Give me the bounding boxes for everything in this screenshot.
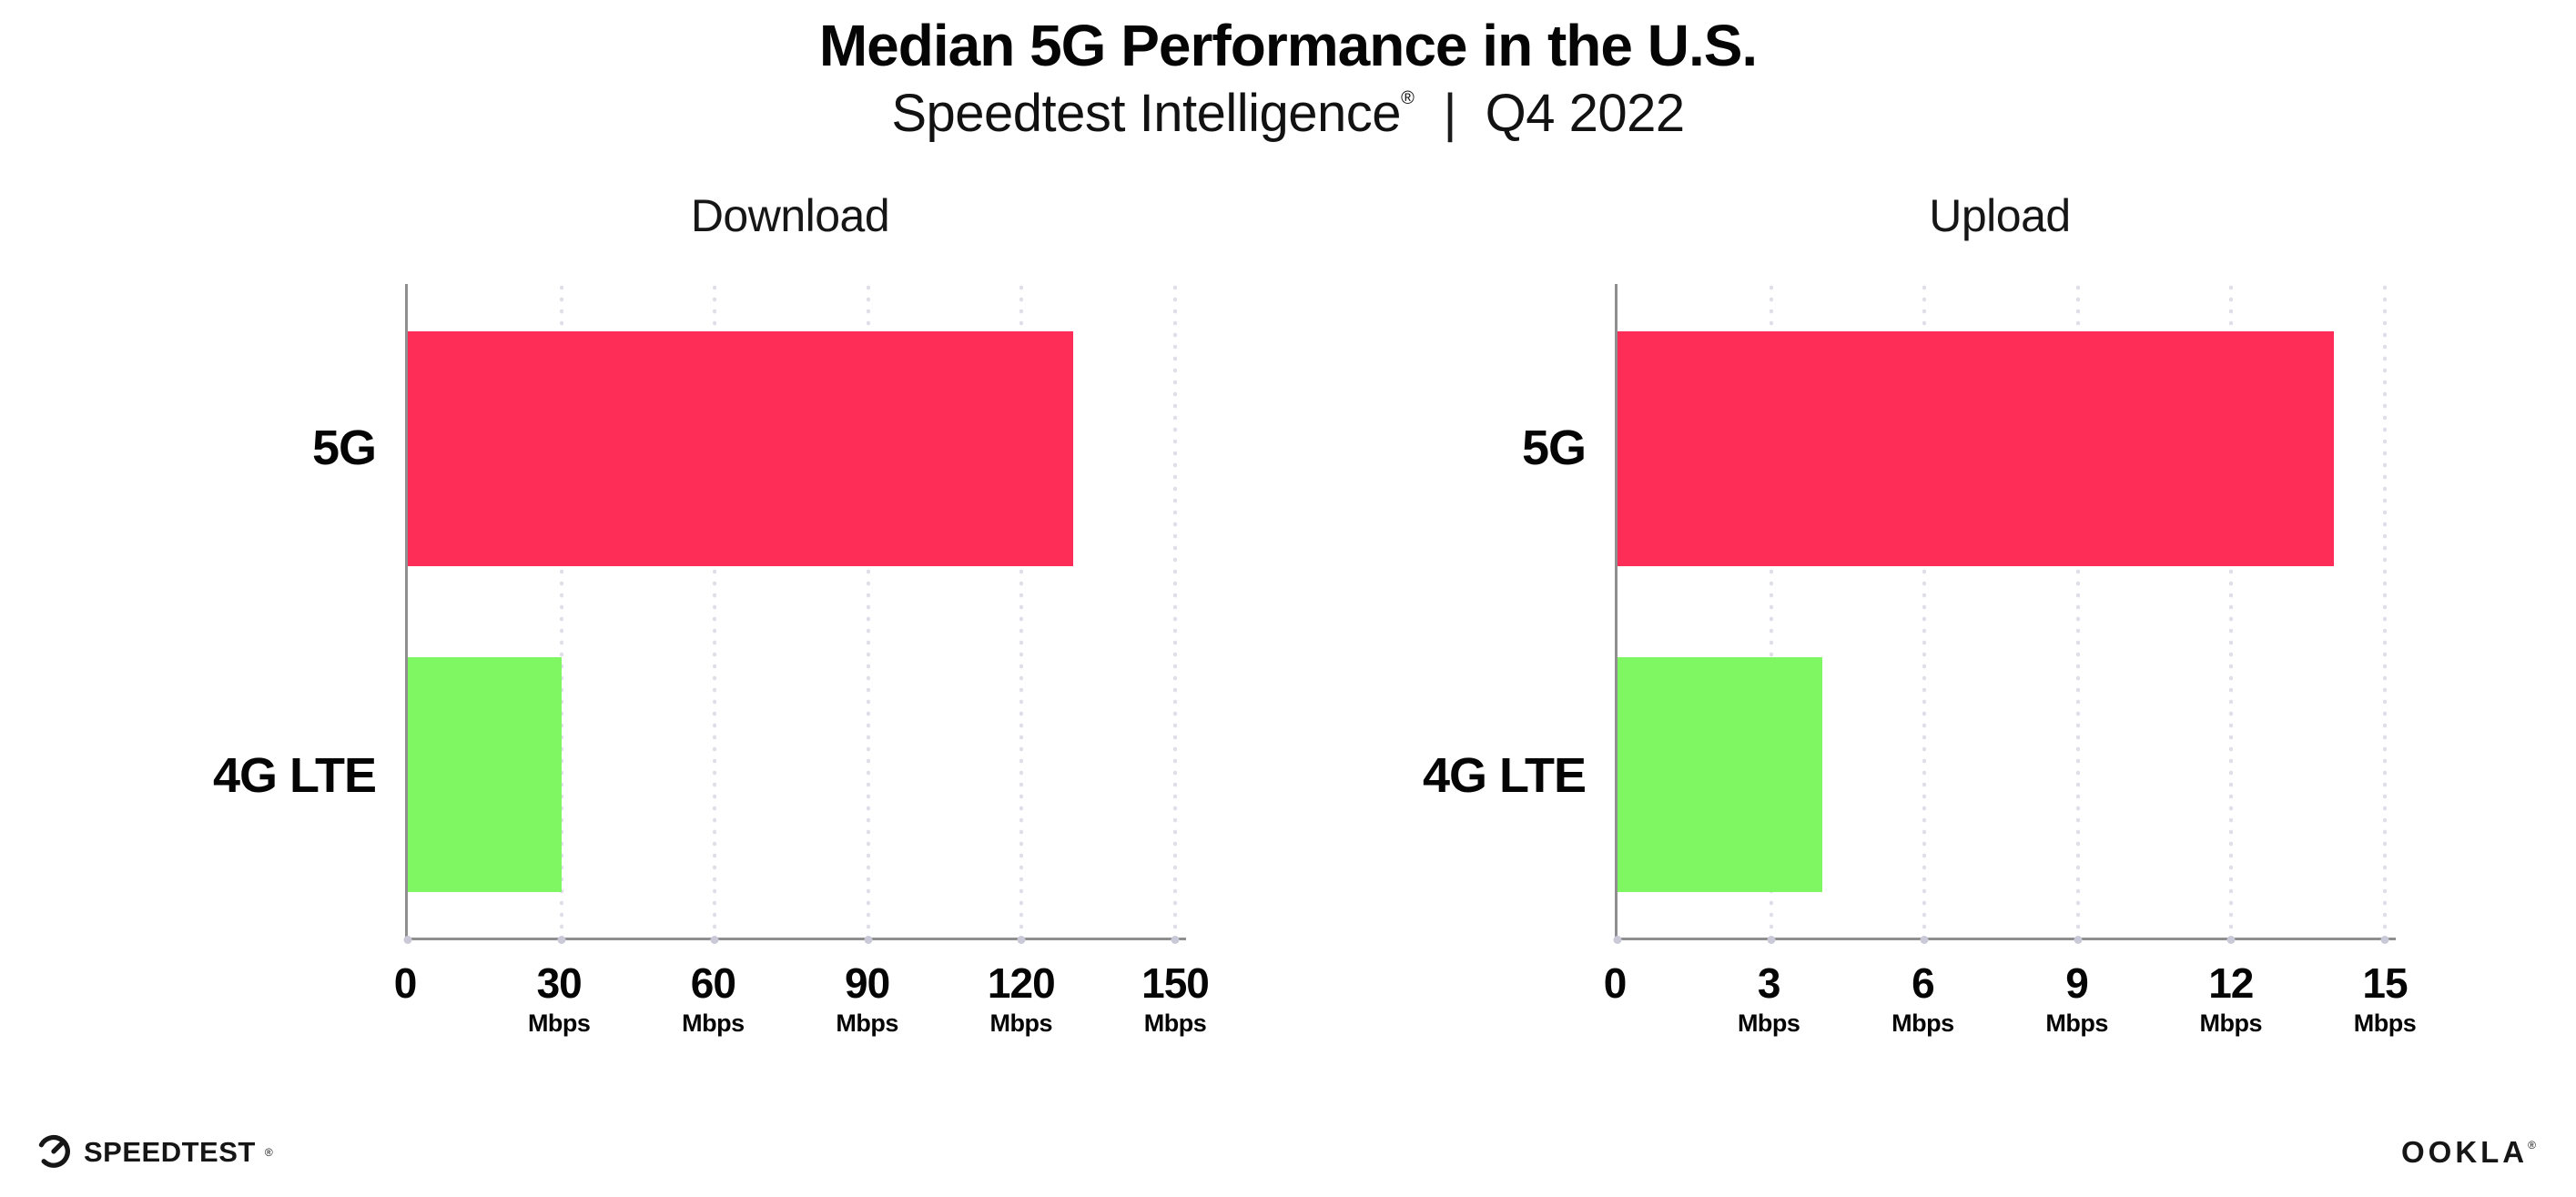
ookla-registered-mark: ® [2528, 1138, 2536, 1151]
download-chart-title: Download [690, 190, 890, 242]
x-tick-value: 9 [2065, 959, 2089, 1008]
gridline [1769, 284, 1773, 940]
gridline [2383, 284, 2387, 940]
x-tick-unit: Mbps [2353, 1009, 2417, 1038]
upload-category-labels: 5G 4G LTE [1422, 284, 1615, 939]
tick-dot [2380, 936, 2389, 945]
category-label-5g: 5G [1521, 421, 1587, 476]
download-plot-area [403, 284, 1186, 945]
upload-4g-lte-bar [1618, 656, 1822, 892]
tick-dot [2226, 936, 2236, 945]
tick-dot [1613, 936, 1622, 945]
x-axis-line [1615, 938, 2396, 941]
subtitle-separator: | [1443, 83, 1457, 143]
x-tick-unit: Mbps [1737, 1009, 1800, 1038]
x-tick-label: 150 Mbps [1141, 959, 1210, 1038]
x-tick-unit: Mbps [682, 1009, 745, 1038]
speedtest-logo: SPEEDTEST ® [33, 1129, 273, 1175]
tick-dot [557, 936, 566, 945]
gridline [1922, 284, 1927, 940]
x-tick-label: 12 Mbps [2200, 961, 2263, 1038]
x-tick-unit: Mbps [1143, 1009, 1207, 1038]
gridline [2229, 284, 2234, 940]
x-tick-value: 90 [845, 959, 890, 1008]
x-tick-unit: Mbps [836, 1009, 898, 1038]
upload-x-axis-labels: 0 3 Mbps 6 Mbps 9 Mbps 12 Mbps [1604, 961, 2417, 1098]
x-tick-label: 3 Mbps [1738, 961, 1800, 1038]
x-tick-label: 0 [393, 959, 418, 1008]
download-4g-lte-bar [408, 656, 562, 892]
x-tick-label: 60 Mbps [682, 961, 745, 1038]
upload-chart: Upload 5G 4G LTE [1422, 188, 2417, 1098]
x-tick-value: 60 [690, 959, 736, 1008]
x-tick-unit: Mbps [2045, 1009, 2108, 1038]
gridline [866, 284, 870, 940]
tick-dot [1767, 936, 1776, 945]
speedtest-wordmark: SPEEDTEST [84, 1135, 256, 1168]
page-subtitle: Speedtest Intelligence® | Q4 2022 [0, 82, 2576, 146]
download-category-labels: 5G 4G LTE [212, 284, 405, 939]
footer: SPEEDTEST ® OOKLA® [0, 1129, 2576, 1197]
gridline [1019, 284, 1024, 940]
x-tick-unit: Mbps [1891, 1009, 1954, 1038]
tick-dot [2074, 936, 2083, 945]
x-tick-value: 150 [1141, 959, 1210, 1008]
registered-mark: ® [1401, 87, 1415, 108]
subtitle-period: Q4 2022 [1485, 83, 1686, 143]
x-tick-label: 6 Mbps [1891, 961, 1954, 1038]
download-5g-bar [408, 331, 1073, 566]
charts-row: Download 5G 4G LTE [0, 188, 2576, 1098]
download-chart-body: 5G 4G LTE [212, 284, 1186, 945]
x-tick-value: 6 [1912, 959, 1935, 1008]
subtitle-brand: Speedtest Intelligence [891, 83, 1402, 143]
tick-dot [1017, 936, 1026, 945]
x-tick-label: 9 Mbps [2045, 961, 2108, 1038]
speedtest-gauge-icon [33, 1129, 75, 1175]
x-tick-value: 15 [2362, 959, 2408, 1008]
page-title: Median 5G Performance in the U.S. [818, 13, 1758, 78]
x-tick-label: 0 [1603, 959, 1628, 1008]
x-tick-value: 0 [1603, 959, 1628, 1008]
category-label-5g: 5G [311, 421, 377, 476]
tick-dot [864, 936, 873, 945]
gridline [713, 284, 717, 940]
download-chart: Download 5G 4G LTE [212, 188, 1210, 1098]
x-tick-label: 30 Mbps [528, 961, 591, 1038]
x-tick-value: 120 [987, 959, 1056, 1008]
tick-dot [1920, 936, 1929, 945]
upload-chart-body: 5G 4G LTE [1422, 284, 2396, 945]
ookla-logo: OOKLA® [2401, 1135, 2536, 1170]
gridline [2075, 284, 2080, 940]
x-tick-label: 120 Mbps [987, 959, 1056, 1038]
x-tick-unit: Mbps [527, 1009, 591, 1038]
x-tick-value: 0 [393, 959, 418, 1008]
gridline [559, 284, 563, 940]
upload-plot-area [1613, 284, 2396, 945]
tick-dot [403, 936, 412, 945]
upload-chart-title: Upload [1929, 190, 2071, 242]
x-tick-value: 12 [2208, 959, 2254, 1008]
tick-dot [710, 936, 719, 945]
tick-dot [1171, 936, 1180, 945]
upload-5g-bar [1618, 331, 2334, 566]
x-tick-label: 90 Mbps [836, 961, 898, 1038]
x-tick-unit: Mbps [2199, 1009, 2263, 1038]
category-label-4g-lte: 4G LTE [212, 748, 377, 804]
download-x-axis-labels: 0 30 Mbps 60 Mbps 90 Mbps 120 Mbps [394, 959, 1210, 1098]
header: Median 5G Performance in the U.S. Speedt… [0, 0, 2576, 145]
x-tick-value: 30 [536, 959, 583, 1008]
ookla-wordmark: OOKLA [2400, 1134, 2529, 1169]
x-tick-value: 3 [1757, 959, 1781, 1008]
x-axis-line [405, 938, 1186, 941]
category-label-4g-lte: 4G LTE [1422, 748, 1587, 804]
x-tick-label: 15 Mbps [2354, 961, 2417, 1038]
gridline [1173, 284, 1177, 940]
speedtest-registered-mark: ® [264, 1145, 273, 1159]
x-tick-unit: Mbps [989, 1009, 1053, 1038]
